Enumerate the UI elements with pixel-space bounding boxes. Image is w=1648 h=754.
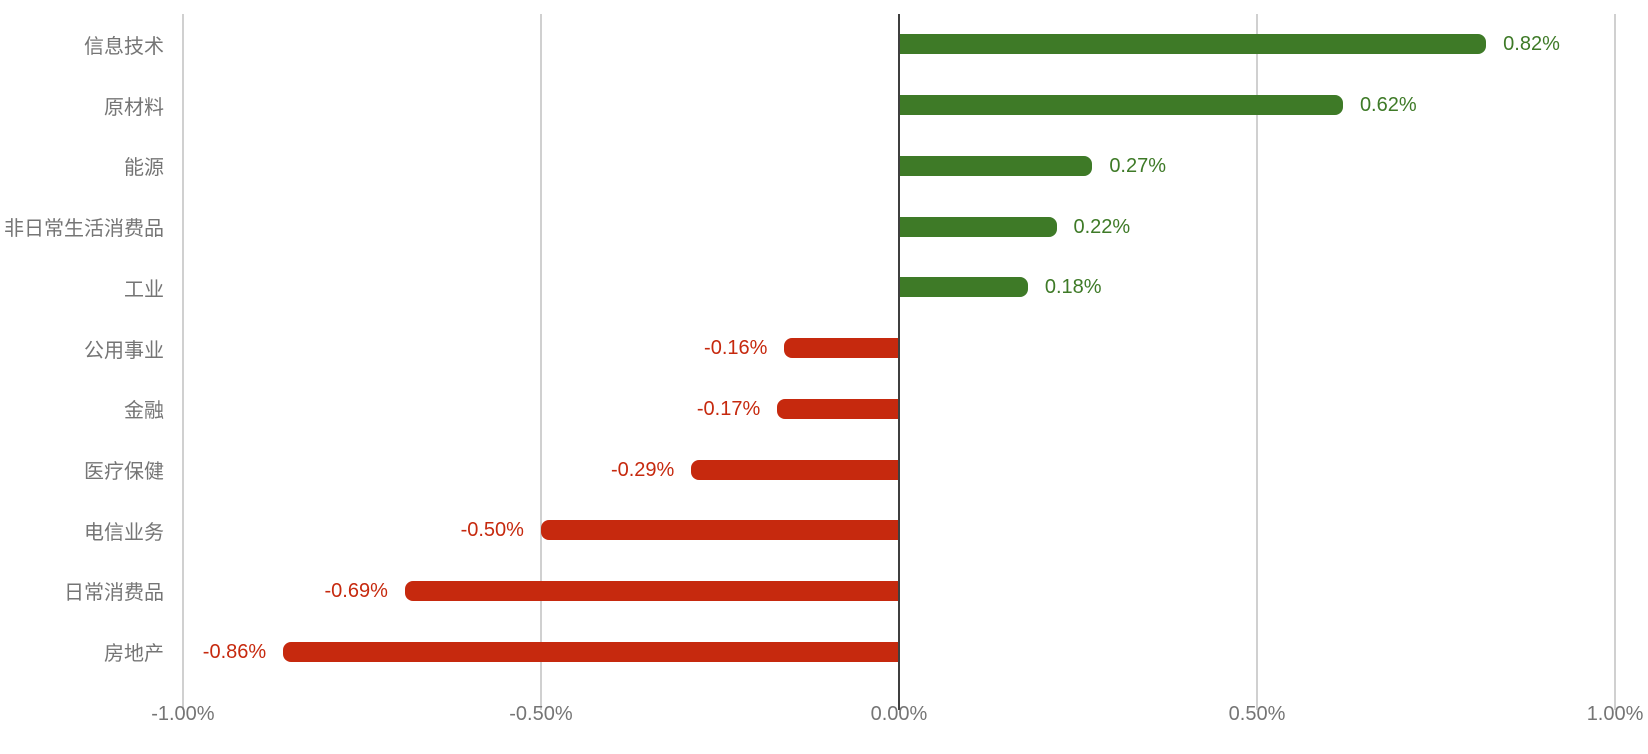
bar-row: -0.69%: [170, 561, 1648, 622]
bar-row: 0.82%: [170, 14, 1648, 75]
bar-row: -0.16%: [170, 318, 1648, 379]
category-label: 日常消费品: [64, 582, 164, 605]
category-label: 能源: [124, 157, 164, 180]
bar-row: -0.29%: [170, 439, 1648, 500]
x-tick-label: -0.50%: [509, 703, 573, 725]
bar-value-label: -0.29%: [610, 458, 675, 481]
bar-rows-layer: 0.82% 0.62% 0.27% 0.22% 0.18% -0.16% -0.17% -0.…: [170, 14, 1648, 682]
category-label: 医疗保健: [84, 461, 164, 483]
negative-bar: [283, 641, 899, 662]
positive-bar: [898, 216, 1057, 237]
category-label: 公用事业: [84, 339, 164, 362]
category-label: 房地产: [104, 643, 164, 666]
category-label: 信息技术: [84, 35, 164, 58]
bar-row: -0.86%: [170, 621, 1648, 682]
bar-value-label: -0.50%: [460, 519, 524, 542]
x-tick-label: 0.50%: [1228, 703, 1286, 725]
bar-row: 0.22%: [170, 196, 1648, 257]
bar-row: 0.62%: [170, 75, 1648, 136]
bar-value-label: -0.16%: [704, 337, 768, 360]
x-tick-label: 0.00%: [870, 703, 928, 725]
negative-bar: [691, 459, 899, 480]
category-label: 非日常生活消费品: [4, 218, 164, 241]
bar-value-label: 0.18%: [1044, 276, 1102, 299]
positive-bar: [898, 155, 1093, 176]
bar-row: 0.18%: [170, 257, 1648, 318]
negative-bar: [540, 520, 899, 541]
category-label: 金融: [124, 400, 164, 423]
negative-bar: [404, 580, 899, 601]
positive-bar: [898, 277, 1028, 298]
category-label: 电信业务: [84, 521, 164, 544]
bar-value-label: -0.17%: [696, 397, 761, 420]
category-label: 工业: [124, 278, 164, 301]
negative-bar: [784, 338, 899, 359]
y-axis-category-labels: 信息技术原材料能源非日常生活消费品工业公用事业金融医疗保健电信业务日常消费品房地…: [0, 14, 164, 682]
x-tick-label: 1.00%: [1586, 703, 1644, 725]
category-label: 原材料: [104, 96, 164, 119]
bar-row: 0.27%: [170, 135, 1648, 196]
bar-row: -0.50%: [170, 500, 1648, 561]
bar-value-label: 0.62%: [1359, 94, 1417, 117]
bar-value-label: 0.27%: [1109, 154, 1167, 177]
bar-value-label: -0.86%: [202, 640, 267, 663]
bar-value-label: -0.69%: [324, 579, 388, 602]
x-tick-label: -1.00%: [151, 703, 215, 725]
x-axis-tick-labels: -1.00% -0.50% 0.00% 0.50% 1.00%: [151, 696, 1648, 730]
negative-bar: [777, 398, 899, 419]
positive-bar: [898, 34, 1487, 55]
bar-value-label: 0.82%: [1503, 33, 1560, 56]
bar-row: -0.17%: [170, 378, 1648, 439]
positive-bar: [898, 95, 1343, 116]
plot-area: 0.82% 0.62% 0.27% 0.22% 0.18% -0.16% -0.17% -0.…: [170, 14, 1648, 710]
bar-value-label: 0.22%: [1073, 215, 1131, 238]
